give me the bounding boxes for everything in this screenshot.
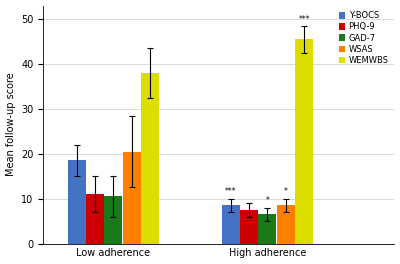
Bar <box>86 194 104 244</box>
Y-axis label: Mean follow-up score: Mean follow-up score <box>6 73 16 176</box>
Text: *: * <box>284 187 288 196</box>
Bar <box>222 205 240 244</box>
Text: *: * <box>265 196 269 205</box>
Bar <box>295 39 313 244</box>
Bar <box>258 214 276 244</box>
Bar <box>68 161 86 244</box>
Bar <box>104 196 122 244</box>
Bar <box>123 152 141 244</box>
Bar <box>277 205 295 244</box>
Text: ***: *** <box>298 15 310 23</box>
Text: ***: *** <box>225 187 236 196</box>
Legend: Y-BOCS, PHQ-9, GAD-7, WSAS, WEMWBS: Y-BOCS, PHQ-9, GAD-7, WSAS, WEMWBS <box>337 10 390 66</box>
Bar <box>141 73 159 244</box>
Bar <box>240 210 258 244</box>
